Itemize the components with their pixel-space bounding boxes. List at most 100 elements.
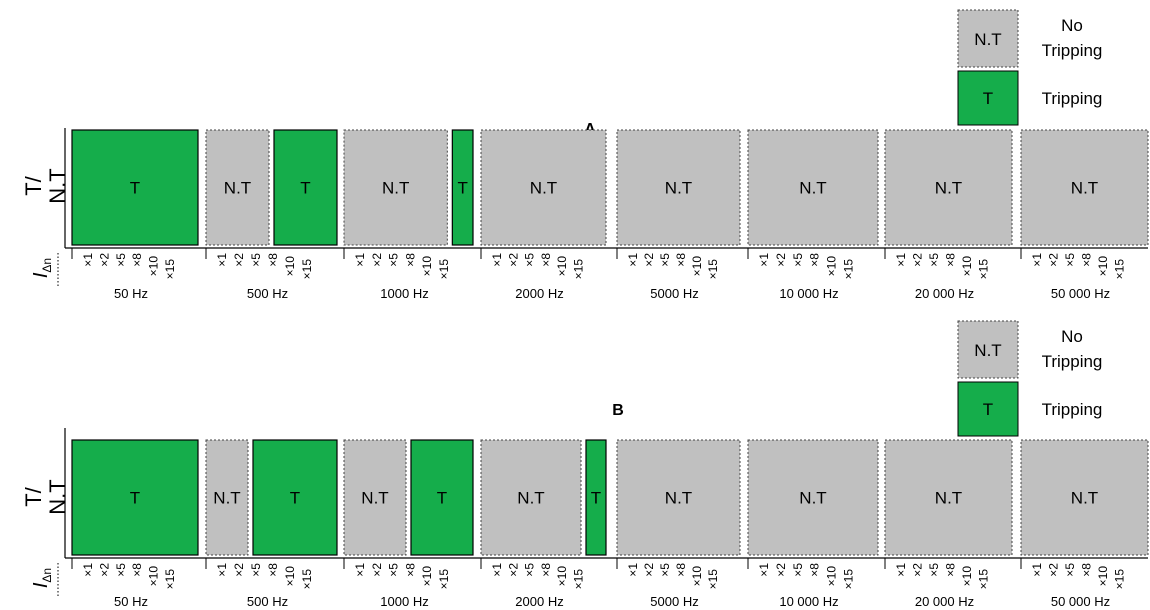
legend-no-tripping-label-line1: No (1061, 327, 1083, 346)
multiplier-tick: ×1 (894, 563, 908, 577)
multiplier-tick: ×10 (555, 566, 569, 587)
multiplier-tick: ×8 (944, 563, 958, 577)
frequency-group: N.T ×1 ×2 ×5 ×8 ×10 ×15 5000 Hz (616, 129, 741, 301)
multiplier-tick: ×1 (81, 563, 95, 577)
multiplier-tick: ×1 (894, 253, 908, 267)
multiplier-tick: ×15 (300, 569, 314, 590)
no-tripping-block (480, 439, 582, 556)
multiplier-tick: ×5 (114, 253, 128, 267)
multiplier-tick: ×8 (403, 563, 417, 577)
block-label: T (130, 179, 140, 198)
multiplier-tick: ×8 (1080, 563, 1094, 577)
no-tripping-block (747, 439, 879, 556)
multiplier-tick: ×10 (1096, 256, 1110, 277)
multiplier-tick: ×8 (944, 253, 958, 267)
block-label: N.T (799, 179, 826, 198)
no-tripping-block (1020, 129, 1149, 246)
multiplier-tick: ×10 (147, 566, 161, 587)
y-axis-label: T/N.T (21, 479, 70, 514)
multiplier-tick: ×2 (1047, 253, 1061, 267)
tripping-block (273, 129, 338, 246)
frequency-group: N.T ×1 ×2 ×5 ×8 ×10 ×15 10 000 Hz (747, 129, 879, 301)
multiplier-tick: ×1 (490, 563, 504, 577)
multiplier-tick: ×5 (387, 253, 401, 267)
multiplier-tick: ×8 (674, 563, 688, 577)
multiplier-tick: ×8 (674, 253, 688, 267)
multiplier-tick: ×10 (420, 256, 434, 277)
multiplier-tick: ×5 (1063, 563, 1077, 577)
legend-no-tripping-swatch (957, 320, 1019, 379)
multiplier-tick: ×8 (1080, 253, 1094, 267)
multiplier-tick: ×10 (420, 566, 434, 587)
multiplier-tick: ×2 (232, 563, 246, 577)
multiplier-tick: ×10 (690, 256, 704, 277)
multiplier-tick: ×2 (774, 253, 788, 267)
multiplier-tick: ×2 (97, 563, 111, 577)
multiplier-tick: ×10 (825, 256, 839, 277)
multiplier-tick: ×2 (97, 253, 111, 267)
multiplier-tick: ×5 (658, 253, 672, 267)
panel-title: B (612, 402, 624, 419)
multiplier-tick: ×2 (642, 563, 656, 577)
multiplier-tick: ×2 (506, 563, 520, 577)
legend-no-tripping-label-line1: No (1061, 16, 1083, 35)
frequency-group: N.T T ×1 ×2 ×5 ×8 ×10 ×15 1000 Hz (343, 439, 474, 609)
multiplier-tick: ×15 (977, 259, 991, 280)
multiplier-tick: ×15 (1113, 569, 1127, 590)
tripping-block (410, 439, 474, 556)
multiplier-tick: ×10 (1096, 566, 1110, 587)
multiplier-tick: ×8 (130, 563, 144, 577)
legend-no-tripping-box-label: N.T (974, 30, 1001, 49)
current-multiplier-label: IΔn (30, 568, 54, 588)
frequency-label: 50 000 Hz (1051, 286, 1110, 301)
block-label: N.T (935, 489, 962, 508)
tripping-block (71, 129, 199, 246)
frequency-group: T ×1 ×2 ×5 ×8 ×10 ×15 50 Hz (71, 439, 199, 609)
multiplier-tick: ×1 (757, 253, 771, 267)
multiplier-tick: ×5 (658, 563, 672, 577)
multiplier-tick: ×2 (1047, 563, 1061, 577)
legend-no-tripping-swatch (957, 9, 1019, 68)
multiplier-tick: ×15 (842, 259, 856, 280)
multiplier-tick: ×15 (437, 259, 451, 280)
multiplier-tick: ×1 (353, 253, 367, 267)
multiplier-tick: ×2 (774, 563, 788, 577)
multiplier-tick: ×15 (706, 259, 720, 280)
frequency-group: N.T T ×1 ×2 ×5 ×8 ×10 ×15 1000 Hz (343, 129, 474, 301)
no-tripping-block (884, 129, 1013, 246)
multiplier-tick: ×15 (437, 569, 451, 590)
multiplier-tick: ×5 (387, 563, 401, 577)
multiplier-tick: ×1 (215, 563, 229, 577)
no-tripping-block (747, 129, 879, 246)
multiplier-tick: ×8 (808, 563, 822, 577)
multiplier-tick: ×8 (130, 253, 144, 267)
multiplier-tick: ×15 (706, 569, 720, 590)
multiplier-tick: ×10 (283, 256, 297, 277)
multiplier-tick: ×5 (927, 563, 941, 577)
multiplier-tick: ×1 (81, 253, 95, 267)
frequency-group: N.T ×1 ×2 ×5 ×8 ×10 ×15 2000 Hz (480, 129, 607, 301)
y-axis-label-line2: N.T (45, 479, 70, 514)
y-axis-label: T/N.T (21, 168, 70, 203)
tripping-block (71, 439, 199, 556)
legend-tripping-label: Tripping (1042, 400, 1103, 419)
multiplier-tick: ×15 (977, 569, 991, 590)
multiplier-tick: ×2 (642, 253, 656, 267)
frequency-label: 10 000 Hz (779, 594, 838, 609)
multiplier-tick: ×15 (571, 259, 585, 280)
frequency-label: 1000 Hz (380, 286, 428, 301)
block-label: N.T (799, 489, 826, 508)
current-multiplier-label: IΔn (30, 258, 54, 278)
block-label: T (130, 489, 140, 508)
block-label: N.T (382, 179, 409, 198)
multiplier-tick: ×1 (757, 563, 771, 577)
multiplier-tick: ×2 (370, 563, 384, 577)
multiplier-tick: ×2 (506, 253, 520, 267)
multiplier-tick: ×15 (842, 569, 856, 590)
block-label: N.T (224, 179, 251, 198)
frequency-label: 2000 Hz (515, 286, 563, 301)
legend-tripping-swatch (957, 70, 1019, 126)
